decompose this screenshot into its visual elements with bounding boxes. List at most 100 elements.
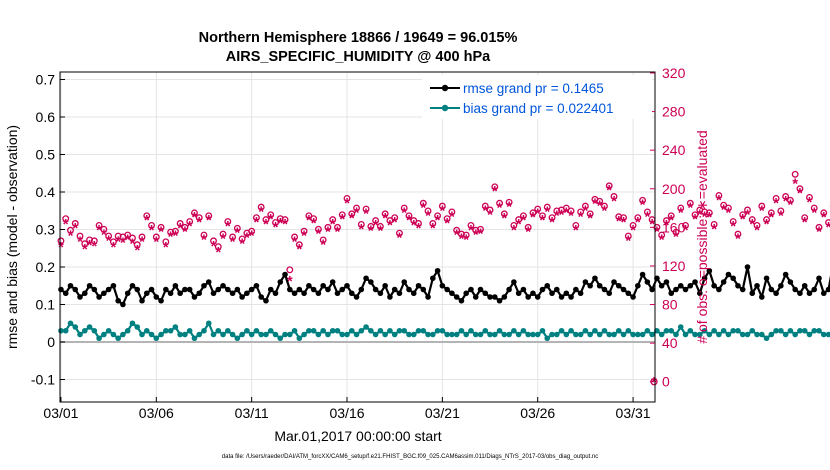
- rmse-point: [782, 271, 789, 278]
- bias-point: [325, 331, 331, 338]
- bias-line: [60, 322, 830, 340]
- rmse-point: [110, 282, 117, 289]
- obs-evaluated-marker: *: [559, 206, 565, 223]
- rmse-point: [682, 286, 689, 293]
- rmse-point: [730, 275, 736, 282]
- obs-evaluated-marker: *: [339, 211, 345, 228]
- obs-evaluated-marker: *: [115, 233, 121, 250]
- rmse-point: [101, 290, 107, 297]
- bias-point: [444, 331, 450, 338]
- obs-possible-marker: [686, 199, 694, 207]
- obs-evaluated-marker: *: [654, 224, 660, 241]
- obs-possible-marker: [572, 221, 580, 229]
- bias-point: [339, 331, 346, 338]
- bias-point: [635, 331, 641, 338]
- obs-evaluated-marker: *: [535, 205, 541, 222]
- y-left-tick-label: 0: [47, 334, 55, 350]
- rmse-point: [654, 275, 660, 282]
- obs-evaluated-marker: *: [602, 202, 608, 219]
- obs-evaluated-marker: *: [215, 244, 221, 261]
- rmse-point: [706, 267, 713, 274]
- obs-evaluated-marker: *: [597, 198, 603, 215]
- obs-possible-marker: [286, 266, 294, 274]
- obs-evaluated-marker: *: [101, 227, 107, 244]
- rmse-point: [86, 282, 93, 289]
- obs-evaluated-marker: *: [377, 223, 383, 240]
- obs-possible-marker: [291, 233, 299, 241]
- rmse-point: [515, 290, 522, 297]
- obs-evaluated-marker: *: [149, 222, 155, 239]
- obs-possible-marker: [629, 221, 637, 229]
- obs-evaluated-marker: *: [163, 239, 169, 256]
- x-tick-label: 03/21: [425, 405, 460, 421]
- rmse-point: [720, 279, 727, 285]
- obs-evaluated-marker: *: [573, 222, 579, 239]
- obs-possible-marker: [620, 214, 627, 222]
- x-tick-label: 03/16: [329, 405, 364, 421]
- bias-point: [348, 327, 355, 334]
- obs-evaluated-marker: *: [244, 230, 250, 247]
- rmse-point: [506, 286, 512, 293]
- rmse-point: [91, 286, 98, 293]
- bias-point: [410, 331, 417, 338]
- bias-point: [630, 331, 636, 338]
- rmse-point: [163, 286, 169, 293]
- bias-point: [101, 331, 107, 338]
- obs-evaluated-marker: *: [301, 228, 307, 245]
- rmse-point: [120, 301, 126, 308]
- rmse-point: [377, 290, 384, 297]
- obs-evaluated-marker: *: [230, 233, 236, 250]
- rmse-point: [196, 290, 203, 297]
- obs-evaluated-marker: *: [497, 200, 503, 217]
- obs-evaluated-marker: *: [182, 224, 188, 241]
- obs-possible-marker: [677, 204, 685, 212]
- rmse-point: [406, 286, 412, 293]
- obs-evaluated-marker: *: [168, 229, 174, 246]
- obs-evaluated-marker: *: [110, 239, 116, 256]
- rmse-point: [253, 282, 260, 289]
- rmse-point: [630, 294, 636, 300]
- rmse-point: [539, 286, 546, 293]
- bias-point: [801, 327, 808, 334]
- obs-evaluated-marker: *: [454, 227, 460, 244]
- obs-possible-marker: [81, 240, 89, 248]
- obs-evaluated-marker: *: [325, 224, 331, 241]
- obs-evaluated-marker: *: [725, 204, 731, 221]
- obs-possible-marker: [100, 225, 108, 233]
- bias-point: [787, 327, 794, 334]
- obs-evaluated-marker: *: [459, 230, 465, 247]
- rmse-point: [382, 282, 388, 289]
- rmse-point: [182, 286, 188, 293]
- obs-possible-marker: [729, 218, 737, 226]
- obs-possible-marker: [720, 201, 728, 209]
- bias-point: [601, 327, 608, 334]
- rmse-point: [449, 290, 455, 297]
- obs-evaluated-marker: *: [807, 194, 813, 211]
- obs-evaluated-marker: *: [320, 236, 326, 253]
- bias-point: [534, 331, 541, 338]
- rmse-point: [749, 290, 756, 297]
- bias-point: [296, 335, 303, 342]
- bias-point: [553, 331, 560, 338]
- obs-evaluated-marker: *: [211, 238, 217, 255]
- obs-possible-marker: [539, 212, 546, 220]
- bias-point: [120, 331, 126, 338]
- rmse-point: [124, 290, 131, 297]
- bias-point: [501, 331, 508, 338]
- rmse-point: [315, 290, 322, 297]
- bias-point: [124, 327, 131, 334]
- obs-possible-marker: [705, 209, 713, 217]
- rmse-point: [439, 282, 446, 289]
- obs-possible-marker: [667, 212, 675, 220]
- rmse-point: [277, 279, 284, 285]
- obs-possible-marker: [691, 211, 699, 219]
- rmse-point: [267, 286, 274, 293]
- obs-evaluated-marker: *: [554, 207, 560, 224]
- obs-evaluated-marker: *: [792, 175, 798, 192]
- rmse-point: [415, 282, 422, 289]
- obs-evaluated-marker: *: [716, 192, 722, 209]
- obs-evaluated-marker: *: [649, 216, 655, 233]
- rmse-point: [58, 286, 64, 293]
- obs-possible-marker: [281, 216, 289, 224]
- bias-point: [420, 327, 427, 334]
